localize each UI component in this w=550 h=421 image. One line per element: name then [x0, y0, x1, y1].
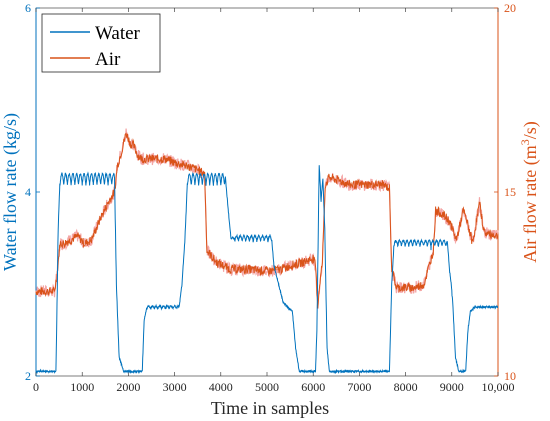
legend-label-water: Water — [95, 23, 141, 44]
air-series-line — [35, 132, 499, 309]
y-right-tick-label: 10 — [504, 369, 516, 383]
legend: Water Air — [41, 13, 161, 73]
y-axis-label-right: Air flow rate (m3/s) — [518, 121, 541, 262]
x-tick-label: 3000 — [163, 380, 187, 394]
water-series-line — [35, 165, 499, 375]
x-tick-label: 0 — [33, 380, 39, 394]
x-tick-label: 7000 — [347, 380, 371, 394]
y-left-tick-label: 4 — [25, 185, 31, 199]
x-tick-label: 4000 — [209, 380, 233, 394]
x-tick-label: 2000 — [116, 380, 140, 394]
y-axis-label-left: Water flow rate (kg/s) — [0, 113, 21, 271]
x-tick-label: 1000 — [70, 380, 94, 394]
y-left-tick-label: 2 — [25, 369, 31, 383]
axis-ticks: 0 1000 2000 3000 4000 5000 6000 7000 8000 9000 10,… — [25, 1, 516, 394]
x-tick-label: 5000 — [255, 380, 279, 394]
x-tick-label: 8000 — [394, 380, 418, 394]
legend-box — [41, 13, 161, 73]
y-right-tick-label: 15 — [504, 185, 516, 199]
x-axis-label: Time in samples — [211, 398, 329, 418]
air-series-band — [35, 128, 499, 309]
y-right-tick-label: 20 — [504, 1, 516, 15]
legend-label-air: Air — [95, 49, 121, 70]
x-tick-label: 9000 — [440, 380, 464, 394]
x-tick-label: 10,000 — [482, 380, 515, 394]
x-tick-label: 6000 — [301, 380, 325, 394]
y-left-tick-label: 6 — [25, 1, 31, 15]
series-layer — [35, 128, 499, 375]
